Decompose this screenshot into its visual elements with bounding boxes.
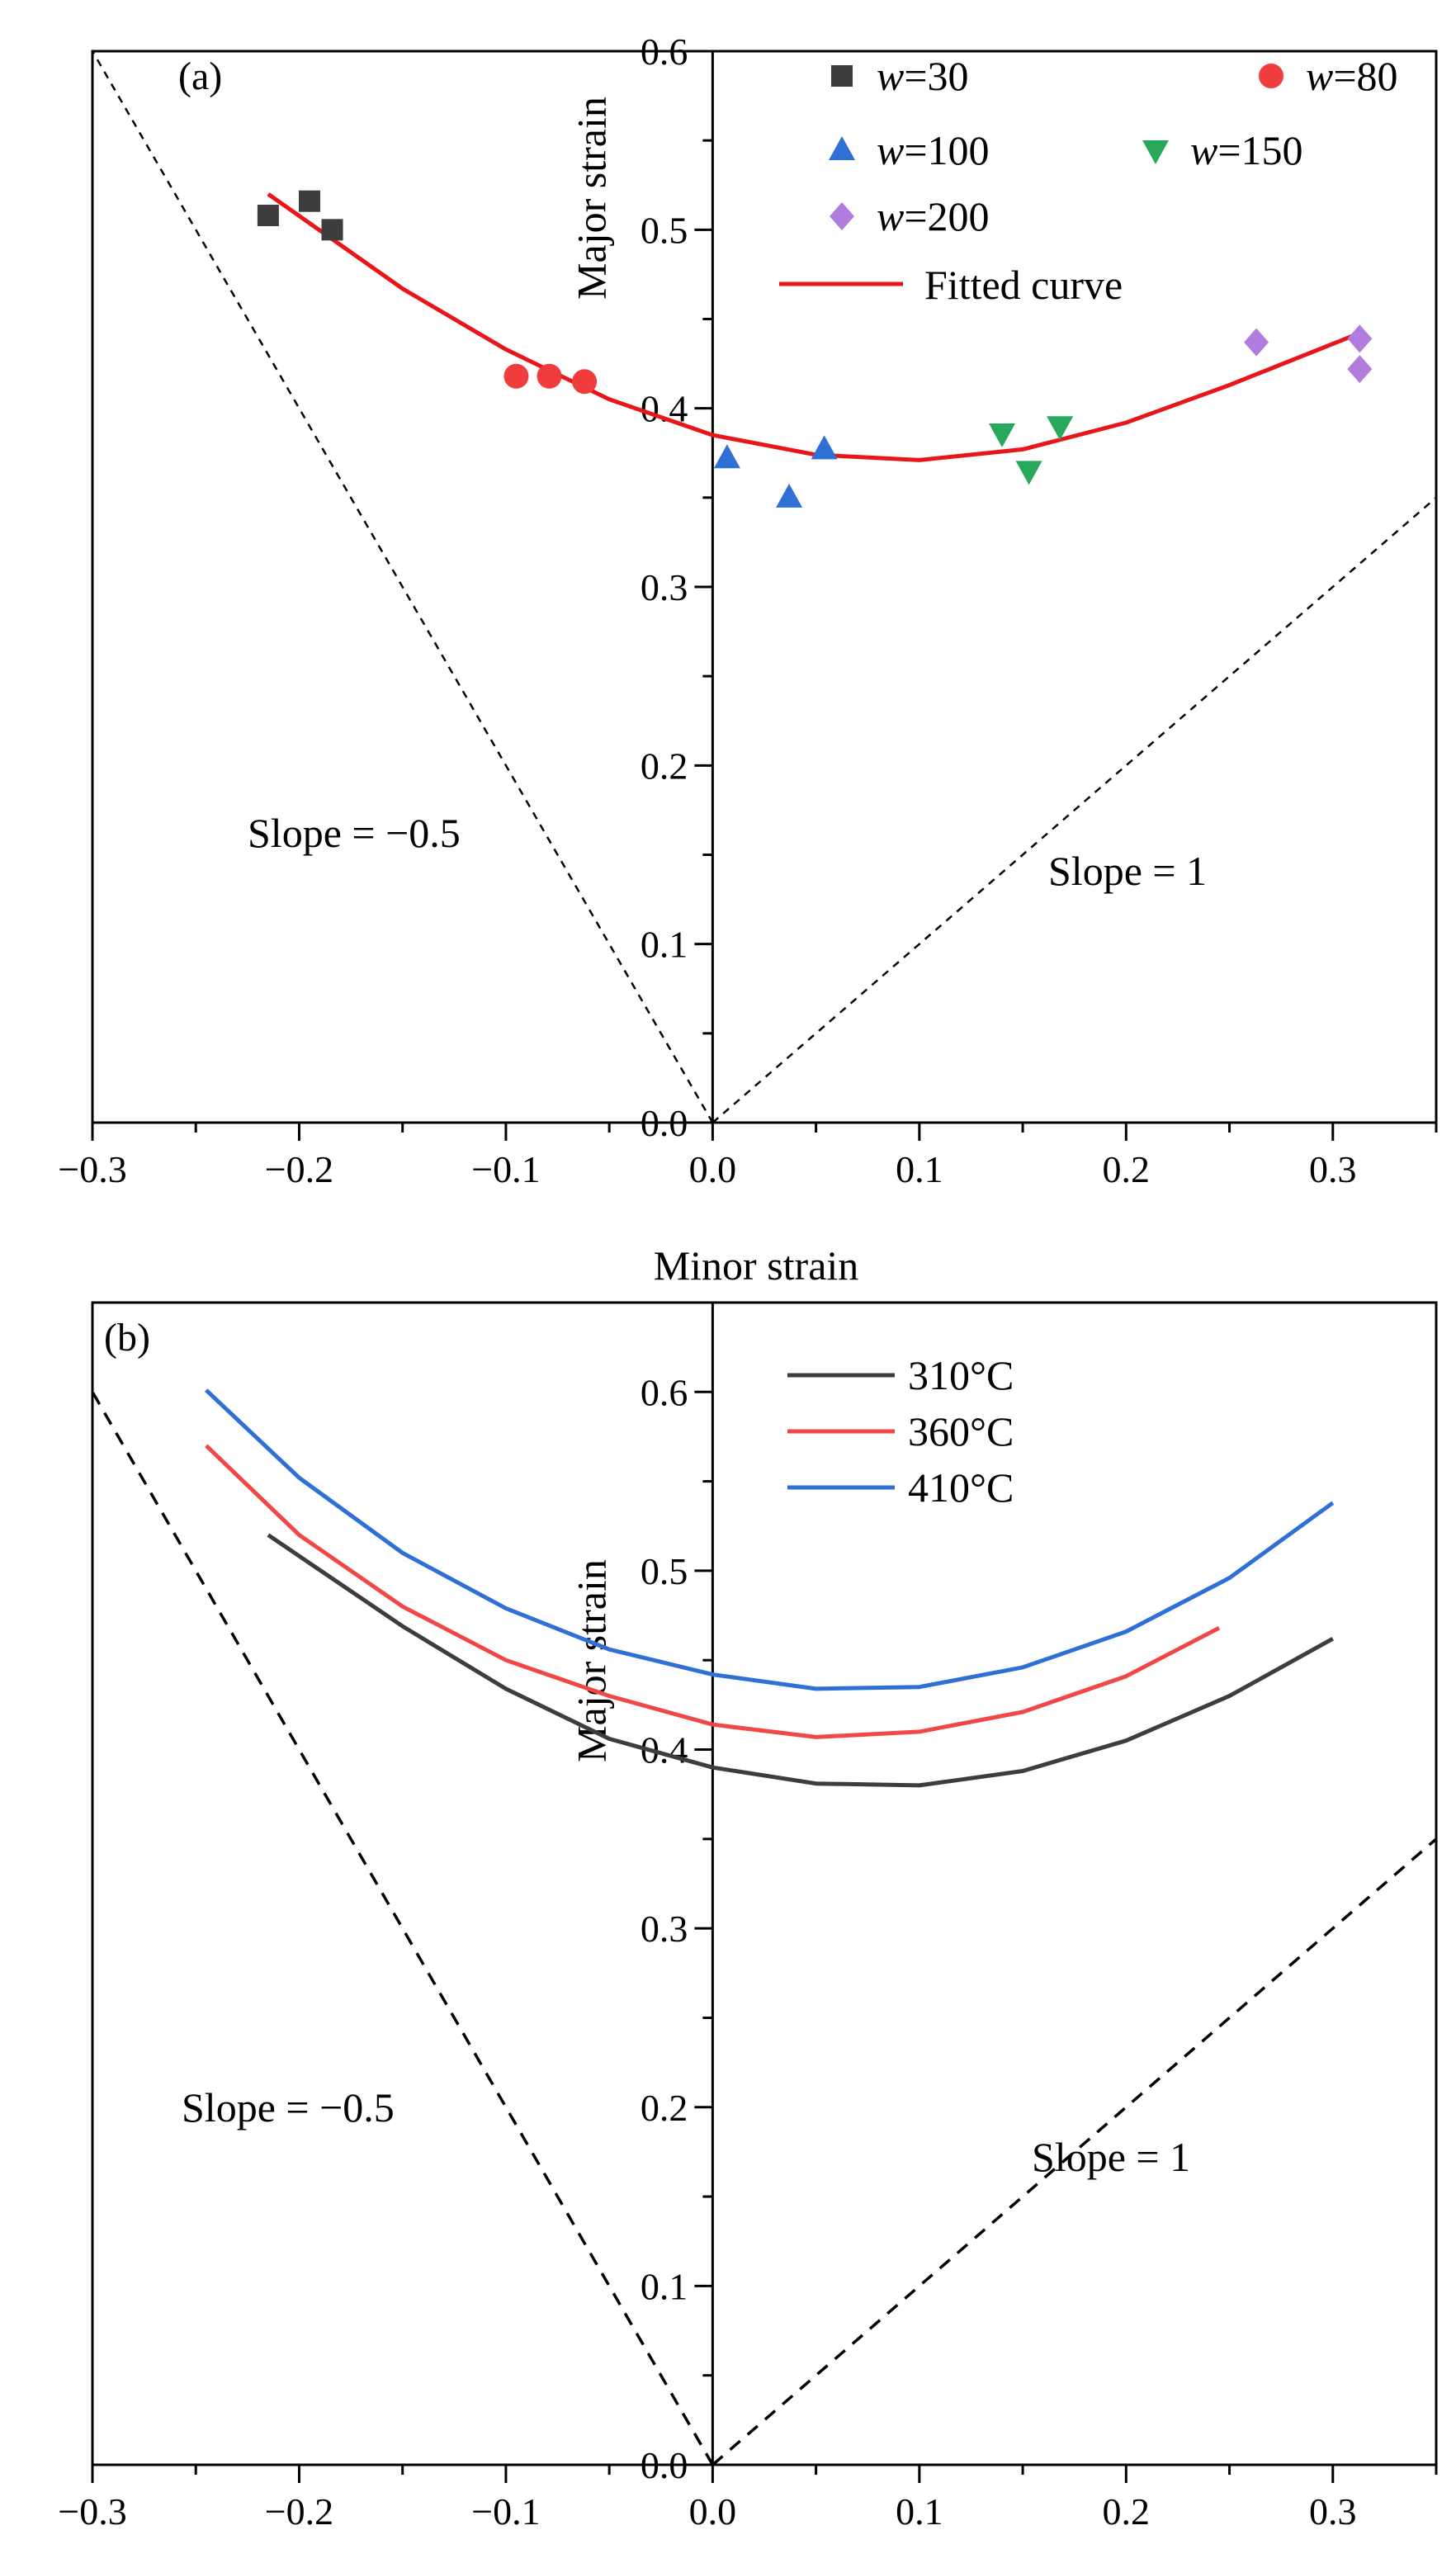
legend-marker — [831, 65, 853, 87]
data-point — [776, 483, 803, 508]
x-tick-label: −0.2 — [265, 2490, 333, 2532]
legend-label: Fitted curve — [924, 262, 1123, 308]
y-tick-label: 0.1 — [641, 2265, 688, 2307]
y-tick-label: 0.2 — [641, 2087, 688, 2129]
legend-label: w=100 — [877, 127, 990, 173]
legend-marker — [1259, 64, 1283, 88]
legend-label-var: w — [877, 127, 904, 173]
data-point — [1047, 416, 1074, 441]
panel-b: −0.3 −0.2 −0.1 0.0 0.1 0.2 0.30.00.10.20.30.40… — [58, 1301, 1438, 2532]
legend-label: w=80 — [1306, 53, 1398, 99]
legend-label: w=150 — [1190, 127, 1303, 173]
x-tick-label: 0.3 — [1309, 2490, 1357, 2532]
data-point — [537, 363, 562, 389]
legend-label: 410°C — [908, 1464, 1014, 1511]
data-point — [989, 423, 1016, 447]
legend: 310°C 360°C 410°C — [787, 1352, 1014, 1511]
x-tick-label: 0.1 — [896, 1148, 943, 1190]
y-tick-label: 0.3 — [641, 566, 688, 608]
y-tick-label: 0.3 — [641, 1908, 688, 1950]
legend-label-value: =200 — [904, 193, 989, 239]
legend-marker — [1142, 140, 1169, 164]
panel-label: (b) — [104, 1316, 150, 1360]
data-point — [1244, 328, 1269, 357]
panel-a: −0.3 −0.2 −0.1 0.0 0.1 0.2 0.30.00.10.20.30.40… — [58, 31, 1438, 1289]
data-point — [298, 190, 320, 212]
legend-label-value: =100 — [904, 127, 989, 173]
data-point — [1347, 355, 1373, 384]
series-line — [267, 1533, 1335, 1788]
fitted-curve — [267, 192, 1365, 462]
x-tick-label: 0.2 — [1103, 2490, 1151, 2532]
x-tick-label: 0.3 — [1309, 1148, 1357, 1190]
legend-label-value: =80 — [1333, 53, 1397, 99]
series-line — [205, 1444, 1221, 1739]
x-tick-label: −0.1 — [471, 1148, 540, 1190]
series-line — [205, 1388, 1335, 1691]
data-point — [257, 205, 279, 227]
data-point — [811, 435, 838, 460]
legend-label: w=30 — [877, 53, 969, 99]
x-tick-label: −0.3 — [58, 2490, 126, 2532]
legend-label-var: w — [1306, 53, 1333, 99]
x-tick-label: 0.2 — [1103, 1148, 1151, 1190]
data-point — [572, 369, 598, 395]
legend-label-var: w — [877, 53, 904, 99]
legend-label: 310°C — [908, 1352, 1014, 1398]
legend-marker — [829, 136, 855, 160]
y-tick-label: 0.5 — [641, 1550, 688, 1592]
data-point — [1015, 461, 1042, 485]
legend-marker — [830, 202, 854, 230]
data-point — [503, 363, 529, 389]
y-tick-label: 0.0 — [641, 1102, 688, 1144]
plot-frame — [91, 1301, 1438, 2466]
reference-line — [711, 1837, 1436, 2465]
panel-label: (a) — [178, 54, 222, 98]
x-tick-label: −0.1 — [471, 2490, 540, 2532]
slope-label: Slope = −0.5 — [248, 810, 461, 856]
slope-label: Slope = 1 — [1032, 2134, 1190, 2180]
y-tick-label: 0.0 — [641, 2444, 688, 2486]
legend-label-var: w — [877, 193, 904, 239]
plot-frame — [91, 50, 1438, 1124]
y-tick-label: 0.6 — [641, 1371, 688, 1413]
data-point — [321, 219, 343, 241]
data-point — [1347, 324, 1373, 353]
x-tick-label: −0.2 — [265, 1148, 333, 1190]
y-tick-label: 0.6 — [641, 31, 688, 73]
y-tick-label: 0.1 — [641, 924, 688, 966]
x-tick-label: 0.1 — [896, 2490, 943, 2532]
x-tick-label: −0.3 — [58, 1148, 126, 1190]
y-tick-label: 0.2 — [641, 745, 688, 787]
reference-line — [711, 496, 1436, 1123]
x-tick-label: 0.0 — [689, 2490, 737, 2532]
x-axis-title: Minor strain — [654, 1242, 859, 1289]
legend-label-var: w — [1190, 127, 1217, 173]
y-tick-label: 0.5 — [641, 209, 688, 251]
x-tick-label: 0.0 — [689, 1148, 737, 1190]
y-axis-title: Major strain — [568, 97, 614, 300]
slope-label: Slope = 1 — [1048, 848, 1207, 894]
data-point — [713, 444, 740, 469]
legend-label: w=200 — [877, 193, 990, 239]
slope-label: Slope = −0.5 — [182, 2084, 395, 2130]
legend-label-value: =30 — [904, 53, 968, 99]
reference-line — [92, 51, 714, 1123]
legend-label-value: =150 — [1217, 127, 1302, 173]
legend-label: 360°C — [908, 1408, 1014, 1454]
